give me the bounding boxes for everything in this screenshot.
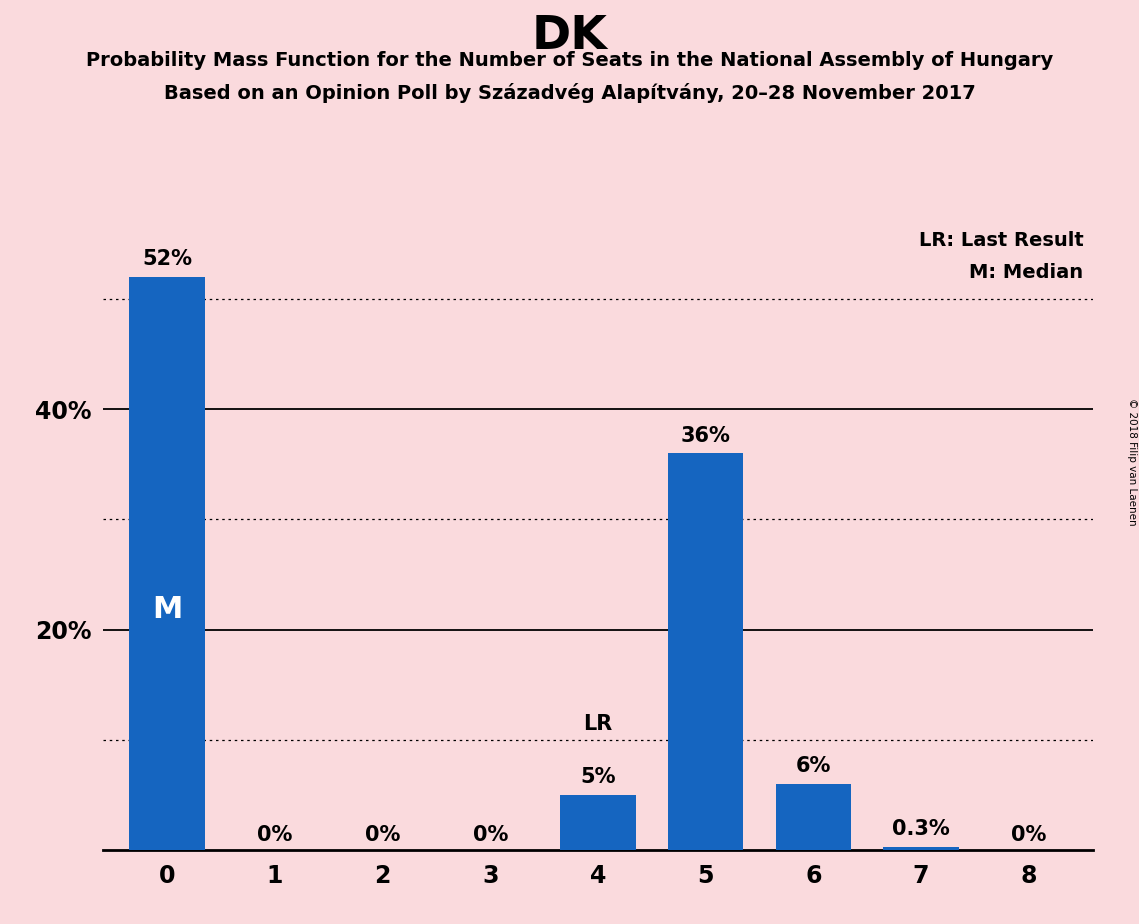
Text: 0.3%: 0.3% [892, 819, 950, 839]
Text: 0%: 0% [257, 824, 293, 845]
Text: 5%: 5% [580, 767, 616, 787]
Text: 0%: 0% [473, 824, 508, 845]
Text: LR: Last Result: LR: Last Result [919, 231, 1083, 250]
Bar [667, 454, 744, 850]
Text: M: M [151, 595, 182, 624]
Bar [884, 846, 959, 850]
Text: Probability Mass Function for the Number of Seats in the National Assembly of Hu: Probability Mass Function for the Number… [85, 51, 1054, 70]
Text: DK: DK [532, 14, 607, 59]
Bar [560, 795, 636, 850]
Text: 36%: 36% [681, 426, 730, 445]
Text: LR: LR [583, 714, 613, 735]
Text: 6%: 6% [796, 756, 831, 776]
Text: Based on an Opinion Poll by Századvég Alapítvány, 20–28 November 2017: Based on an Opinion Poll by Századvég Al… [164, 83, 975, 103]
Text: 52%: 52% [142, 249, 192, 269]
Text: 0%: 0% [1011, 824, 1047, 845]
Text: 0%: 0% [364, 824, 400, 845]
Bar [130, 277, 205, 850]
Text: M: Median: M: Median [969, 262, 1083, 282]
Bar [776, 784, 851, 850]
Text: © 2018 Filip van Laenen: © 2018 Filip van Laenen [1126, 398, 1137, 526]
